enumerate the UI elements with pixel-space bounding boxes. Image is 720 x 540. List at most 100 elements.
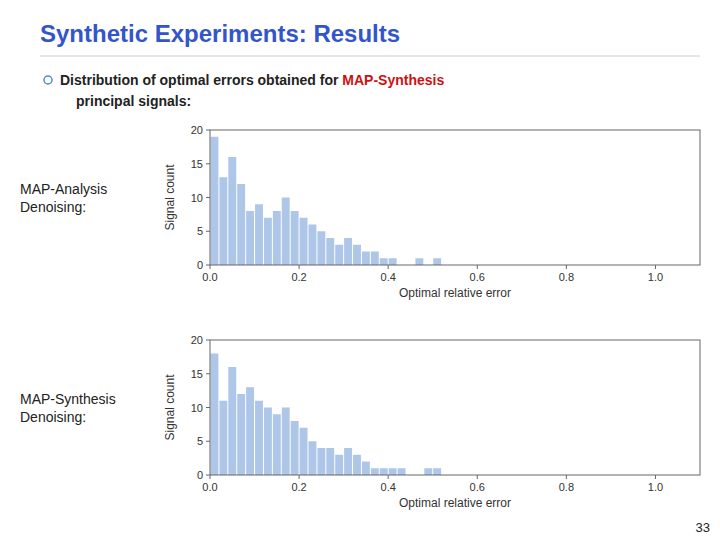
bar [344,448,352,475]
bar [219,177,227,265]
x-tick-label: 0.8 [559,481,574,493]
x-tick-label: 0.0 [202,481,217,493]
bar [326,448,334,475]
x-tick-label: 0.2 [291,271,306,283]
bar [211,137,219,265]
x-tick-label: 0.4 [381,271,396,283]
bars [211,354,442,476]
y-tick [206,265,210,266]
bar [353,455,361,475]
y-tick-label: 15 [191,368,203,380]
y-tick [206,231,210,232]
bar [211,354,219,476]
x-axis-label: Optimal relative error [399,496,511,510]
panel-title-line: MAP-Analysis [20,181,107,197]
bar [237,184,245,265]
histogram-panel: MAP-Analysis Denoising: 0 5 10 15 20 0.0 0.2 0.4 0… [20,124,700,300]
y-tick-label: 0 [197,469,203,481]
x-tick-label: 0.4 [381,481,396,493]
bar [291,421,299,475]
bar [237,394,245,475]
x-tick [566,475,567,479]
x-tick-label: 0.0 [202,271,217,283]
x-tick-label: 0.2 [291,481,306,493]
y-tick [206,130,210,131]
x-tick [210,475,211,479]
bar [326,238,334,265]
bullet-text-line2: principal signals: [76,93,191,109]
y-tick [206,407,210,408]
bar [291,211,299,265]
plot-frame [210,340,700,475]
panel-title: MAP-Analysis Denoising: [20,181,107,215]
bar [317,448,325,475]
bar [309,225,317,266]
x-tick [655,475,656,479]
bar [371,252,379,266]
bar [228,157,236,265]
bullet-text-part: MAP-Synthesis [342,72,444,88]
bar [380,258,388,265]
y-tick [206,373,210,374]
bar [300,428,308,475]
bar [424,468,432,475]
panel-title-line: Denoising: [20,199,86,215]
bar [371,468,379,475]
bar [255,204,263,265]
bar [335,455,343,475]
slide: Synthetic Experiments: Results Distributi… [0,0,720,540]
bar [389,468,397,475]
x-tick-label: 0.6 [470,481,485,493]
bar [273,211,281,265]
x-tick [299,265,300,269]
y-tick-label: 20 [191,124,203,136]
x-tick [477,475,478,479]
x-tick [566,265,567,269]
y-tick [206,441,210,442]
y-tick-label: 10 [191,192,203,204]
bar [255,401,263,475]
histogram-panel: MAP-SynthesisDenoising:051015200.00.20.4… [20,334,700,510]
x-tick [477,265,478,269]
bar [300,218,308,265]
bar [362,252,370,266]
y-axis-label: Signal count [163,164,177,231]
bar [380,468,388,475]
y-tick-label: 5 [197,435,203,447]
x-tick [388,265,389,269]
bar [264,408,272,476]
bar [344,238,352,265]
x-tick [388,475,389,479]
bar [317,231,325,265]
x-tick-label: 1.0 [648,481,663,493]
bar [282,198,290,266]
bar [353,245,361,265]
y-tick [206,340,210,341]
bar [282,408,290,476]
y-tick [206,163,210,164]
bar [362,462,370,476]
y-axis-label: Signal count [163,374,177,441]
bar [433,258,441,265]
y-tick-label: 0 [197,259,203,271]
x-tick [210,265,211,269]
title-rule [40,56,700,57]
bar [219,401,227,475]
y-tick [206,197,210,198]
y-tick-label: 10 [191,402,203,414]
panel-title-line: MAP-Synthesis [20,391,116,407]
slide-title: Synthetic Experiments: Results [40,20,400,47]
y-tick-label: 15 [191,158,203,170]
bullet-text-part: Distribution of optimal errors obtained … [60,72,342,88]
slide-number: 33 [696,520,710,535]
bar [398,468,406,475]
bar [246,211,254,265]
bar [264,218,272,265]
y-tick-label: 20 [191,334,203,346]
y-tick-label: 5 [197,225,203,237]
x-tick-label: 0.8 [559,271,574,283]
x-tick-label: 1.0 [648,271,663,283]
bar [309,441,317,475]
bar [246,387,254,475]
x-tick [299,475,300,479]
